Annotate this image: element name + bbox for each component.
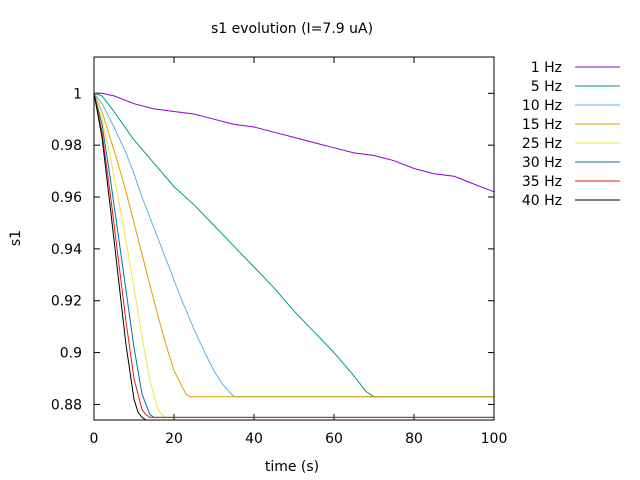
x-tick-label: 0 <box>90 431 99 447</box>
legend-label: 30 Hz <box>522 155 562 171</box>
y-tick-label: 0.94 <box>51 242 82 258</box>
series-line <box>93 93 494 398</box>
legend-label: 40 Hz <box>522 193 562 209</box>
x-tick-label: 60 <box>325 431 343 447</box>
legend-label: 10 Hz <box>522 98 562 114</box>
legend-label: 25 Hz <box>522 136 562 152</box>
y-tick-label: 0.96 <box>51 190 82 206</box>
y-tick-label: 0.88 <box>51 397 82 413</box>
y-axis-label: s1 <box>8 230 24 246</box>
x-axis-label: time (s) <box>265 459 319 475</box>
legend-label: 35 Hz <box>522 174 562 190</box>
y-tick-label: 0.92 <box>51 294 82 310</box>
legend-label: 1 Hz <box>531 60 562 76</box>
legend-label: 15 Hz <box>522 117 562 133</box>
y-tick-label: 1 <box>73 86 82 102</box>
chart-title: s1 evolution (I=7.9 uA) <box>211 21 373 37</box>
series-lines <box>93 92 495 421</box>
series-line <box>93 92 494 398</box>
plot-frame <box>93 56 495 421</box>
x-tick-label: 80 <box>405 431 423 447</box>
series-line <box>93 93 494 418</box>
x-tick-label: 100 <box>481 431 508 447</box>
x-tick-label: 40 <box>245 431 263 447</box>
legend-label: 5 Hz <box>531 79 562 95</box>
series-line <box>93 93 494 421</box>
series-line <box>93 92 494 398</box>
axis-ticks: 0 20 40 60 80 100 0.88 0.9 0.92 0.94 0.96 0.98 1 <box>51 57 508 447</box>
series-line <box>93 93 494 418</box>
legend: 1 Hz 5 Hz 10 Hz 15 Hz 25 Hz 30 Hz 35 Hz 40 Hz <box>522 60 620 209</box>
y-tick-label: 0.9 <box>60 346 82 362</box>
series-line <box>93 93 494 418</box>
x-tick-label: 20 <box>165 431 183 447</box>
series-line <box>94 92 495 193</box>
y-tick-label: 0.98 <box>51 138 82 154</box>
